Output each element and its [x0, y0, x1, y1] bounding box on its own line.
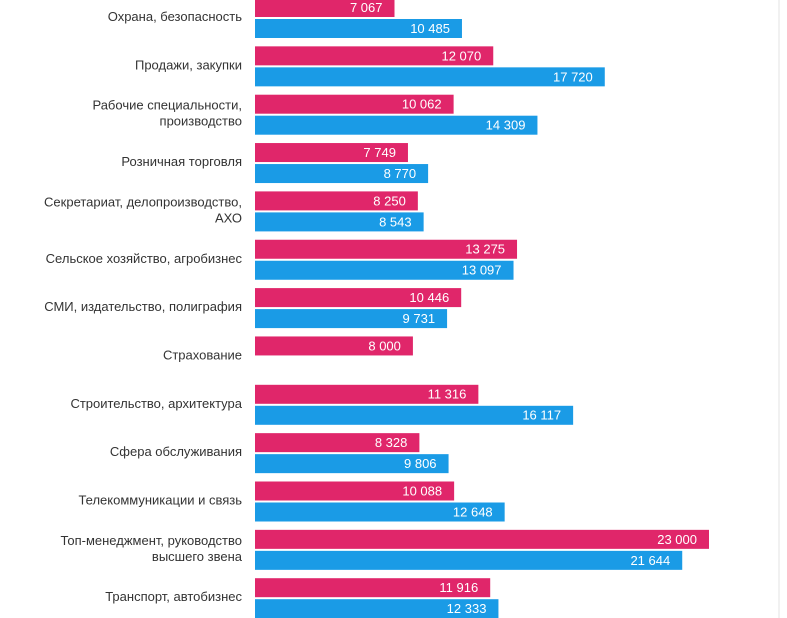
value-label: 13 275: [465, 242, 505, 257]
value-label: 8 328: [375, 435, 408, 450]
bar: [255, 481, 455, 501]
category-label-line: СМИ, издательство, полиграфия: [44, 300, 242, 315]
bar: [255, 0, 395, 17]
bar: [255, 67, 605, 87]
category-label-line: Рабочие специальности,: [92, 98, 242, 113]
value-label: 10 485: [410, 21, 450, 36]
bar: [255, 384, 479, 404]
value-label: 13 097: [462, 263, 502, 278]
bar: [255, 143, 408, 163]
category-label: Телекоммуникации и связь: [78, 493, 242, 508]
value-label: 8 770: [384, 166, 417, 181]
category-label-line: производство: [160, 114, 242, 129]
bar: [255, 529, 709, 549]
category-label-line: Охрана, безопасность: [108, 9, 242, 24]
value-label: 10 062: [402, 97, 442, 112]
category-label: Транспорт, автобизнес: [105, 590, 242, 605]
category-label-line: Топ-менеджмент, руководство: [60, 533, 242, 548]
bar: [255, 115, 538, 135]
bar: [255, 502, 505, 522]
category-label: Розничная торговля: [121, 154, 242, 169]
category-label: СМИ, издательство, полиграфия: [44, 300, 242, 315]
bar: [255, 164, 429, 184]
category-label-line: АХО: [215, 211, 242, 226]
category-label: Сфера обслуживания: [110, 445, 242, 460]
value-label: 12 648: [453, 504, 493, 519]
bar: [255, 578, 491, 598]
category-label: Продажи, закупки: [135, 58, 242, 73]
category-label-line: Розничная торговля: [121, 154, 242, 169]
value-label: 23 000: [657, 532, 697, 547]
bar: [255, 433, 420, 453]
value-label: 17 720: [553, 69, 593, 84]
value-label: 12 333: [447, 601, 487, 616]
bar: [255, 94, 454, 114]
bar: [255, 550, 683, 570]
bar: [255, 454, 449, 474]
value-label: 7 067: [350, 0, 383, 15]
bar: [255, 405, 574, 425]
bar: [255, 309, 448, 329]
bar: [255, 599, 499, 618]
category-label: Топ-менеджмент, руководство высшего звена: [60, 533, 242, 564]
bar: [255, 46, 494, 66]
value-label: 14 309: [486, 118, 526, 133]
category-label: Строительство, архитектура: [70, 396, 242, 411]
value-label: 10 446: [409, 290, 449, 305]
value-label: 8 250: [373, 193, 406, 208]
value-label: 21 644: [630, 553, 670, 568]
value-label: 7 749: [363, 145, 396, 160]
value-label: 11 916: [439, 580, 478, 595]
value-label: 9 731: [403, 311, 436, 326]
category-label-line: Сфера обслуживания: [110, 445, 242, 460]
value-label: 8 000: [368, 338, 401, 353]
category-label-line: Телекоммуникации и связь: [78, 493, 242, 508]
bar: [255, 336, 413, 356]
value-label: 9 806: [404, 456, 437, 471]
category-label-line: Сельское хозяйство, агробизнес: [46, 251, 243, 266]
category-label: Охрана, безопасность: [108, 9, 242, 24]
category-label-line: Секретариат, делопроизводство,: [44, 195, 242, 210]
value-label: 11 316: [428, 387, 467, 402]
category-label: Сельское хозяйство, агробизнес: [46, 251, 243, 266]
category-label: Секретариат, делопроизводство, АХО: [44, 195, 242, 226]
category-label-line: Страхование: [163, 348, 242, 363]
bar: [255, 260, 514, 280]
bar: [255, 19, 462, 38]
category-label-line: Продажи, закупки: [135, 58, 242, 73]
bar: [255, 191, 418, 211]
bar: [255, 212, 424, 232]
value-label: 12 070: [441, 48, 481, 63]
value-label: 10 088: [402, 483, 442, 498]
category-label-line: Транспорт, автобизнес: [105, 590, 242, 605]
bar: [255, 288, 462, 308]
category-label-line: Строительство, архитектура: [70, 396, 242, 411]
value-label: 16 117: [522, 408, 561, 423]
category-label-line: высшего звена: [152, 549, 243, 564]
category-label: Рабочие специальности, производство: [92, 98, 242, 129]
category-label: Страхование: [163, 348, 242, 363]
value-label: 8 543: [379, 214, 412, 229]
bar: [255, 239, 518, 259]
